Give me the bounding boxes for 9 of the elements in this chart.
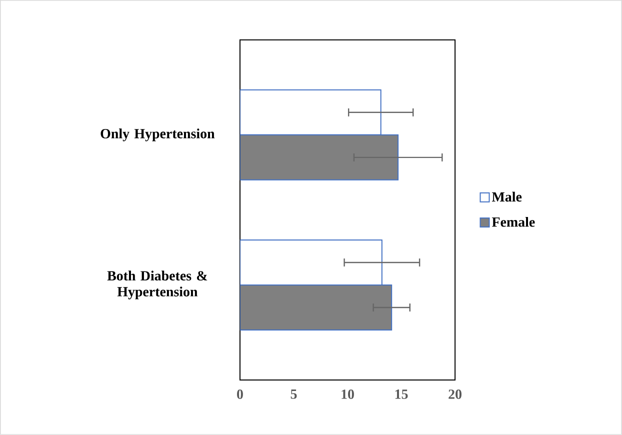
text: Male [492, 192, 522, 202]
x-tick-label: 0 [237, 390, 243, 399]
y-tick-label: Both Diabetes & Hypertension [107, 270, 208, 300]
y-tick-label: Only Hypertension [100, 128, 215, 142]
legend-label: Female [492, 216, 535, 227]
x-tick-label: 20 [448, 390, 462, 399]
x-tick-label: 15 [395, 390, 408, 399]
x-tick-label: 5 [290, 390, 297, 399]
x-tick-label: 10 [342, 390, 354, 399]
